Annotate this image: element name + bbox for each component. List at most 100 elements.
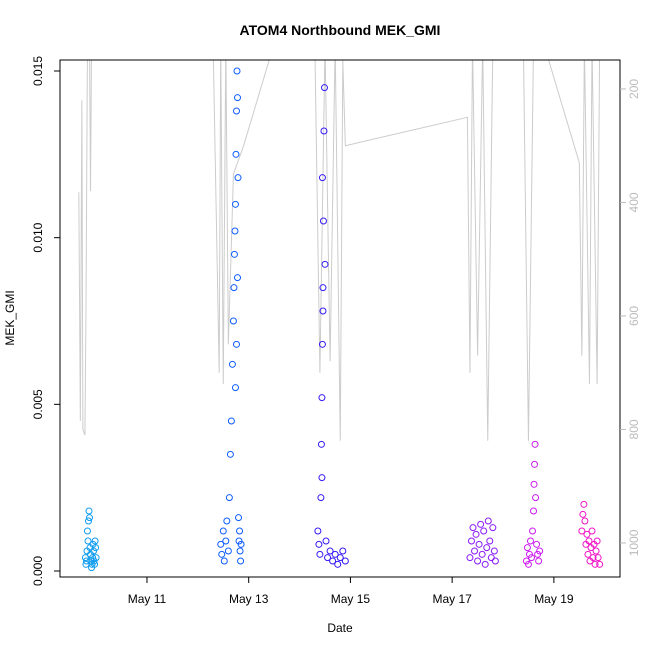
point [230, 284, 238, 292]
point [223, 517, 231, 525]
point [320, 84, 328, 92]
point [314, 527, 322, 535]
point [532, 494, 540, 502]
point [584, 550, 592, 558]
point [236, 527, 244, 535]
point [315, 540, 323, 548]
point [339, 547, 347, 555]
point [527, 554, 535, 562]
x-tick-label: May 13 [229, 592, 269, 606]
point [218, 550, 226, 558]
point [477, 520, 485, 528]
y2-tick-label: 400 [627, 192, 641, 212]
point [317, 440, 325, 448]
point [526, 537, 534, 545]
point [578, 527, 586, 535]
point [219, 527, 227, 535]
point [483, 544, 491, 552]
point [232, 107, 240, 115]
point [224, 547, 232, 555]
point [491, 557, 499, 565]
point [237, 540, 245, 548]
point [232, 150, 240, 158]
point [531, 460, 539, 468]
point [585, 537, 593, 545]
point [591, 560, 599, 568]
point [531, 440, 539, 448]
point [320, 127, 328, 135]
point [341, 557, 349, 565]
point [530, 507, 538, 515]
point [475, 540, 483, 548]
point [319, 284, 327, 292]
y-axis-title: MEK_GMI [3, 290, 17, 345]
point [334, 560, 342, 568]
point [523, 544, 531, 552]
point [474, 557, 482, 565]
point [469, 524, 477, 532]
point [529, 527, 537, 535]
point [81, 554, 89, 562]
point [321, 260, 329, 268]
point [85, 507, 93, 515]
x-axis-title: Date [327, 621, 353, 635]
point [533, 540, 541, 548]
point [580, 500, 588, 508]
point [489, 524, 497, 532]
y2-tick-label: 200 [627, 79, 641, 99]
point [226, 450, 234, 458]
point [536, 547, 544, 555]
point [227, 417, 235, 425]
point [535, 557, 543, 565]
point [324, 554, 332, 562]
point [217, 540, 225, 548]
y2-tick-label: 600 [627, 306, 641, 326]
point [579, 510, 587, 518]
point [594, 554, 602, 562]
point [231, 200, 239, 208]
point [237, 557, 245, 565]
point [336, 554, 344, 562]
point [319, 307, 327, 315]
point [89, 554, 97, 562]
point [480, 527, 488, 535]
point [524, 560, 532, 568]
point [92, 554, 100, 562]
point [581, 517, 589, 525]
point [231, 384, 239, 392]
point [222, 537, 230, 545]
point [481, 560, 489, 568]
point [317, 494, 325, 502]
point [319, 217, 327, 225]
y-tick-label: 0.005 [31, 389, 45, 419]
chart-title: ATOM4 Northbound MEK_GMI [240, 22, 441, 38]
point [91, 537, 99, 545]
point [326, 547, 334, 555]
point [84, 537, 92, 545]
point [530, 480, 538, 488]
point [472, 530, 480, 538]
point [234, 274, 242, 282]
x-tick-label: May 15 [331, 592, 371, 606]
point [329, 557, 337, 565]
point [593, 537, 601, 545]
point [484, 517, 492, 525]
point [234, 174, 242, 182]
x-tick-label: May 11 [128, 592, 167, 606]
point [230, 250, 238, 258]
point [92, 544, 100, 552]
point [471, 547, 479, 555]
point [82, 557, 90, 565]
point [589, 554, 597, 562]
point [228, 360, 236, 368]
point [220, 557, 228, 565]
point [478, 550, 486, 558]
point [487, 554, 495, 562]
point [318, 394, 326, 402]
y2-tick-label: 800 [627, 419, 641, 439]
point [318, 474, 326, 482]
point [486, 537, 494, 545]
point [466, 554, 474, 562]
point [331, 550, 339, 558]
point [235, 514, 243, 522]
